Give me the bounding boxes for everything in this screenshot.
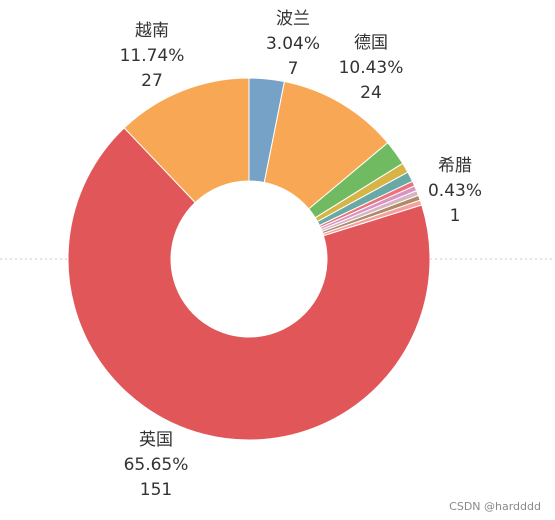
label-vietnam-name: 越南 [135,21,169,41]
label-poland-percent: 3.04% [266,34,320,54]
label-vietnam-percent: 11.74% [120,46,185,66]
label-uk: 英国 65.65% 151 [124,430,189,500]
label-greece: 希腊 0.43% 1 [428,156,482,226]
label-uk-percent: 65.65% [124,455,189,475]
donut-hole [171,181,327,337]
label-germany-percent: 10.43% [339,58,404,78]
label-poland-value: 7 [288,59,299,79]
label-germany-name: 德国 [354,33,388,53]
label-vietnam-value: 27 [141,71,163,91]
label-germany: 德国 10.43% 24 [339,33,404,103]
label-vietnam: 越南 11.74% 27 [120,21,185,91]
label-greece-percent: 0.43% [428,181,482,201]
slices-group [67,77,431,441]
label-greece-value: 1 [450,206,461,226]
watermark: CSDN @hardddd [449,500,541,513]
label-germany-value: 24 [360,83,382,103]
label-poland: 波兰 3.04% 7 [266,9,320,79]
label-uk-value: 151 [140,480,172,500]
label-greece-name: 希腊 [438,156,472,176]
label-poland-name: 波兰 [276,9,310,29]
label-uk-name: 英国 [139,430,173,450]
